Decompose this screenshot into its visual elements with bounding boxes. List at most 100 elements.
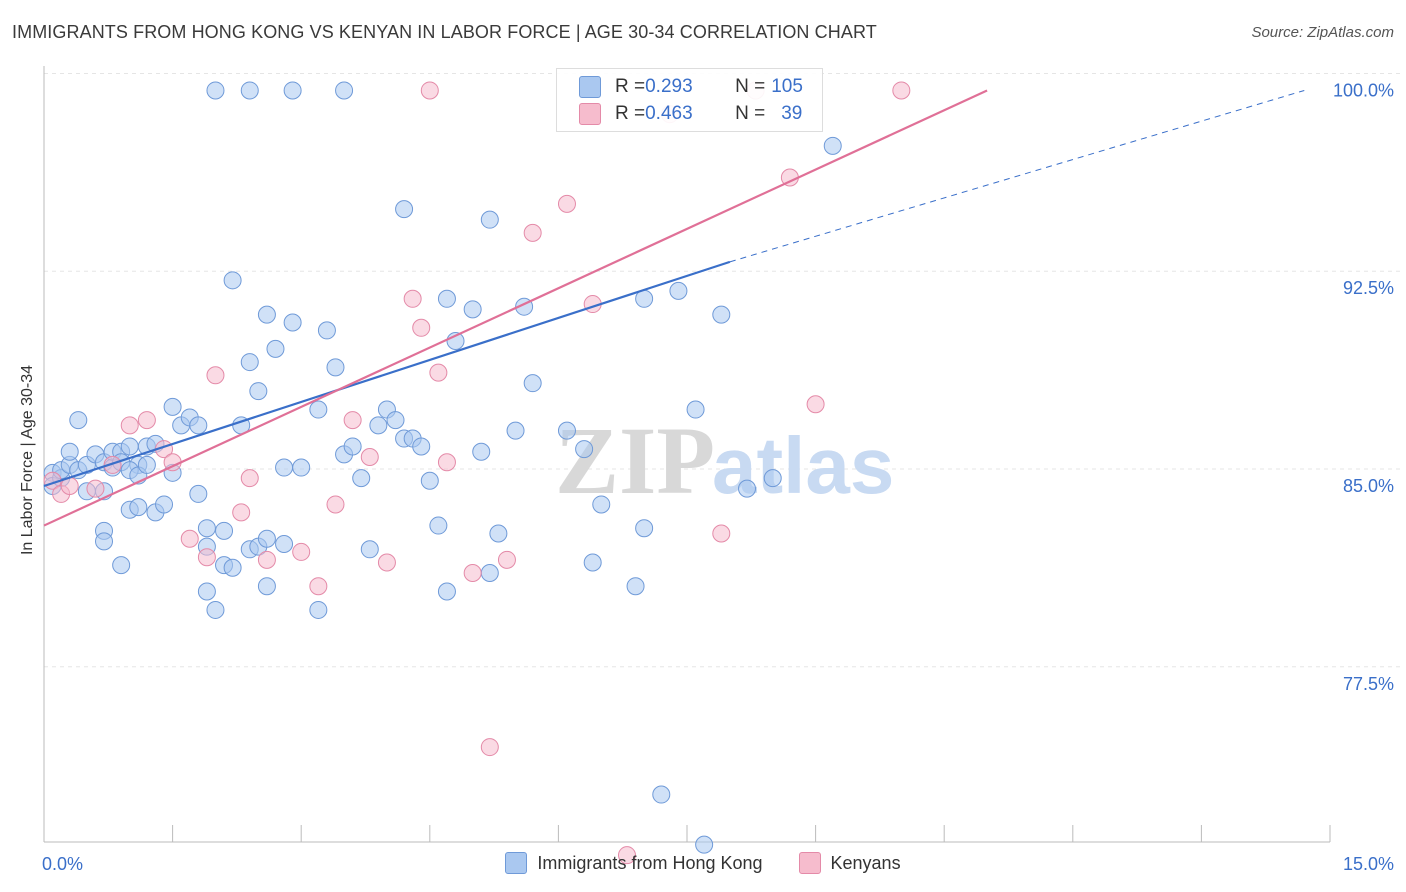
y-tick-label: 100.0% [1333, 80, 1394, 100]
hong-kong-point [223, 271, 242, 290]
hong-kong-point [429, 516, 448, 535]
stats-swatch-hong-kong [579, 76, 601, 98]
stats-n-value: 105 [771, 76, 803, 97]
hong-kong-point [69, 411, 88, 430]
hong-kong-point [163, 397, 182, 416]
hong-kong-point [283, 81, 302, 100]
stats-n-value: 39 [781, 103, 803, 124]
kenyan-point [326, 495, 345, 514]
legend-swatch-hong-kong [505, 852, 528, 874]
hong-kong-point [686, 400, 705, 419]
hong-kong-point [506, 421, 525, 440]
legend-swatch-kenyans [798, 852, 821, 874]
hong-kong-point [343, 437, 362, 456]
hong-kong-point [335, 81, 354, 100]
kenyan-point [206, 366, 225, 385]
legend-label-hong-kong: Immigrants from Hong Kong [537, 852, 763, 873]
kenyan-point [437, 453, 456, 472]
trend-lines [43, 89, 1305, 527]
hong-kong-point [309, 600, 328, 619]
kenyan-point [617, 846, 636, 865]
legend-item-kenyans[interactable]: Kenyans [798, 852, 901, 874]
hong-kong-point [292, 458, 311, 477]
stats-r-value: 0.463 [645, 103, 693, 124]
hong-kong-point [275, 535, 294, 554]
hong-kong-point [592, 495, 611, 514]
kenyan-point [403, 289, 422, 308]
hong-kong-point [326, 358, 345, 377]
hong-kong-point [240, 81, 259, 100]
hong-kong-point [137, 455, 156, 474]
y-tick-label: 77.5% [1343, 674, 1394, 694]
hong-kong-point [489, 524, 508, 543]
kenyan-point [292, 542, 311, 561]
legend-label-kenyans: Kenyans [830, 852, 901, 873]
hong-kong-point [215, 521, 234, 540]
stats-n-label: N = [735, 103, 766, 124]
kenyan-point [412, 318, 431, 337]
gridlines [44, 72, 1400, 668]
stats-swatch-kenyans [579, 103, 601, 125]
stats-row-kenyans: R = 0.463 N = 39 [579, 101, 802, 127]
kenyan-point [343, 411, 362, 430]
hong-kong-point [583, 553, 602, 572]
kenyan-point [120, 416, 139, 435]
hong-kong-point [257, 305, 276, 324]
stats-row-hong-kong: R = 0.293 N = 105 [579, 74, 803, 100]
kenyan-point [103, 455, 122, 474]
hong-kong-point [309, 400, 328, 419]
hong-kong-point [249, 382, 268, 401]
hong-kong-point [112, 556, 131, 575]
hong-kong-point [60, 442, 79, 461]
axes [43, 66, 1331, 843]
kenyan-point [257, 550, 276, 569]
hong-kong-point [463, 300, 482, 319]
tick-labels: 100.0% 92.5% 85.0% 77.5% 0.0% 15.0% [42, 80, 1394, 874]
hong-kong-point [480, 564, 499, 583]
hong-kong-point [386, 411, 405, 430]
hong-kong-point [223, 558, 242, 577]
hong-kong-point [95, 532, 114, 551]
kenyan-point [197, 548, 216, 567]
hong-kong-point [257, 529, 276, 548]
hong-kong-point [480, 210, 499, 229]
hong-kong-point [266, 339, 285, 358]
stats-n-label: N = [735, 76, 766, 97]
hong-kong-point [695, 835, 714, 854]
hong-kong-point [738, 479, 757, 498]
hong-kong-point [197, 582, 216, 601]
kenyan-point [309, 577, 328, 596]
hong-kong-point [626, 577, 645, 596]
chart-title: IMMIGRANTS FROM HONG KONG VS KENYAN IN L… [12, 22, 877, 42]
hong-kong-point [472, 442, 491, 461]
kenyan-point [463, 564, 482, 583]
hong-kong-point [275, 458, 294, 477]
hong-kong-point [437, 289, 456, 308]
kenyan-point [557, 194, 576, 213]
x-tick-label: 0.0% [42, 854, 83, 874]
hong-kong-point [283, 313, 302, 332]
hong-kong-point [206, 600, 225, 619]
hong-kong-point [206, 81, 225, 100]
stats-r-label: R = [615, 76, 646, 97]
hong-kong-point [257, 577, 276, 596]
legend: Immigrants from Hong Kong Kenyans [0, 852, 1406, 874]
hong-kong-trend-extension [729, 89, 1305, 263]
hong-kong-point [352, 469, 371, 488]
hong-kong-point [712, 305, 731, 324]
hong-kong-point [189, 416, 208, 435]
hong-kong-point [317, 321, 336, 340]
kenyan-point [806, 395, 825, 414]
watermark-zip: ZIP [555, 407, 715, 514]
kenyan-point [429, 363, 448, 382]
hong-kong-point [652, 785, 671, 804]
hong-kong-point [369, 416, 388, 435]
legend-item-hong-kong[interactable]: Immigrants from Hong Kong [505, 852, 763, 874]
watermark-atlas: atlas [712, 421, 894, 510]
kenyan-point [180, 529, 199, 548]
hong-kong-point [129, 498, 148, 517]
kenyan-point [523, 223, 542, 242]
kenyan-point [86, 479, 105, 498]
hong-kong-point [420, 471, 439, 490]
